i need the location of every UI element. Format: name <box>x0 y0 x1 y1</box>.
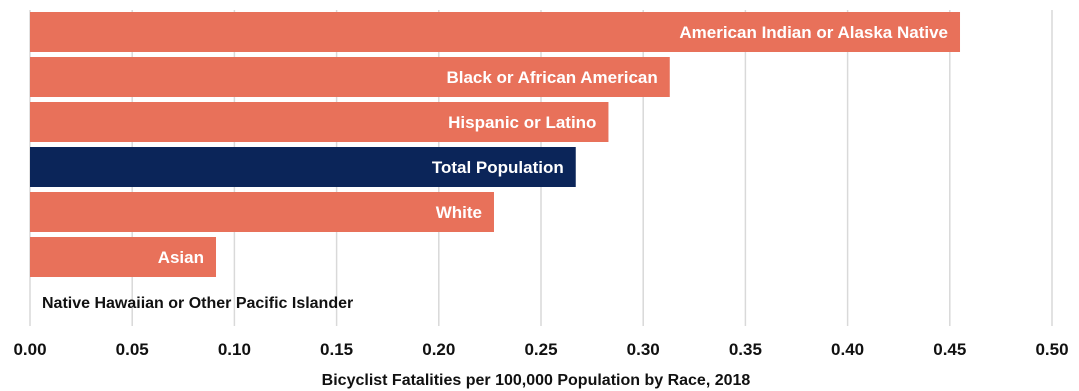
bar <box>30 57 670 97</box>
x-tick-label: 0.05 <box>116 340 149 359</box>
bar <box>30 102 609 142</box>
x-axis-ticks: 0.00 0.05 0.10 0.15 0.20 0.25 0.30 0.35 0.40 0.45… <box>13 340 1068 359</box>
x-tick-label: 0.25 <box>524 340 557 359</box>
x-tick-label: 0.20 <box>422 340 455 359</box>
bar <box>30 237 217 277</box>
bar-label: Native Hawaiian or Other Pacific Islande… <box>42 295 353 312</box>
bar <box>30 12 961 52</box>
bar-label: Hispanic or Latino <box>448 113 596 132</box>
x-tick-label: 0.10 <box>218 340 251 359</box>
x-tick-label: 0.40 <box>831 340 864 359</box>
x-tick-label: 0.00 <box>13 340 46 359</box>
bar-label: Total Population <box>432 158 564 177</box>
bar-label: Black or African American <box>446 68 657 87</box>
x-tick-label: 0.30 <box>627 340 660 359</box>
x-tick-label: 0.45 <box>933 340 966 359</box>
x-tick-label: 0.15 <box>320 340 353 359</box>
bars <box>30 12 961 277</box>
bar-labels: American Indian or Alaska Native Black or… <box>42 23 948 312</box>
x-tick-label: 0.35 <box>729 340 762 359</box>
bar-label: Asian <box>158 248 204 267</box>
bar <box>30 147 576 187</box>
x-axis-title: Bicyclist Fatalities per 100,000 Populat… <box>322 372 751 389</box>
bar-label: American Indian or Alaska Native <box>679 23 948 42</box>
bar-label: White <box>436 203 482 222</box>
x-tick-label: 0.50 <box>1035 340 1068 359</box>
bar <box>30 192 494 232</box>
